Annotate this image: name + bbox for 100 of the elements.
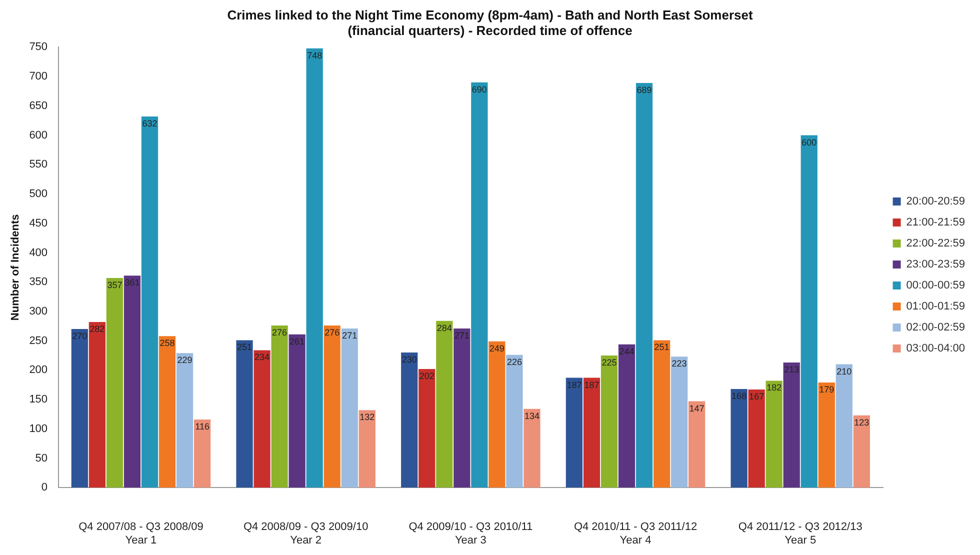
bar — [401, 352, 418, 488]
bar — [506, 354, 523, 488]
bar — [124, 276, 141, 488]
chart-title: Crimes linked to the Night Time Economy (8pm-4am) - Bath and North East Somerset (financial quarters) - Recorded time of offence — [227, 7, 754, 38]
bar — [176, 353, 194, 488]
y-tick-label: 500 — [29, 188, 48, 200]
bar — [271, 326, 288, 488]
data-label: 271 — [342, 330, 358, 340]
data-label: 147 — [689, 403, 704, 414]
data-label: 251 — [654, 342, 670, 352]
bar — [488, 341, 506, 488]
data-label: 244 — [619, 346, 634, 356]
bar — [471, 82, 488, 488]
data-label: 167 — [749, 392, 764, 402]
data-label: 271 — [454, 330, 470, 340]
data-label: 168 — [732, 390, 747, 401]
bar — [853, 415, 870, 488]
bar — [254, 350, 270, 488]
bar — [600, 355, 618, 488]
y-tick-label: 400 — [29, 246, 48, 259]
legend-label: 03:00-04:00 — [906, 342, 965, 355]
y-tick-label: 150 — [29, 394, 48, 406]
y-tick-label: 450 — [29, 217, 48, 230]
legend-label: 21:00-21:59 — [906, 216, 965, 229]
data-label: 230 — [402, 354, 417, 365]
bar — [618, 344, 636, 488]
legend-label: 22:00-22:59 — [906, 238, 965, 250]
bar — [800, 135, 818, 488]
bar — [766, 380, 782, 488]
bar — [566, 378, 583, 488]
bar — [306, 48, 323, 488]
data-label: 284 — [436, 322, 452, 333]
data-label: 213 — [784, 364, 800, 375]
bar — [636, 83, 653, 488]
data-label: 116 — [195, 421, 210, 432]
bar — [418, 368, 436, 488]
y-tick-label: 200 — [29, 364, 48, 376]
data-label: 357 — [107, 280, 122, 290]
y-tick-label: 300 — [29, 305, 48, 318]
x-tick-label: Q4 2009/10 - Q3 2010/11 Year 3 — [408, 521, 533, 546]
legend-label: 20:00-20:59 — [906, 196, 965, 208]
data-label: 261 — [290, 336, 305, 346]
bar — [71, 329, 88, 488]
data-label: 123 — [854, 417, 870, 428]
data-label: 276 — [272, 328, 288, 338]
bar — [106, 278, 124, 488]
data-label: 258 — [160, 338, 175, 348]
data-label: 690 — [472, 84, 487, 94]
bar — [653, 340, 670, 488]
data-label: 179 — [819, 384, 834, 394]
y-tick-label: 0 — [41, 482, 48, 494]
data-label: 251 — [237, 342, 252, 352]
bar — [236, 340, 253, 488]
bar — [454, 328, 470, 488]
x-tick-label: Q4 2010/11 - Q3 2011/12 Year 4 — [574, 521, 698, 546]
y-tick-label: 650 — [29, 100, 48, 112]
bar — [288, 334, 306, 488]
data-label: 249 — [489, 343, 504, 354]
data-label: 210 — [836, 366, 852, 376]
bar — [324, 326, 340, 488]
data-label: 187 — [566, 380, 582, 390]
data-label: 187 — [584, 380, 600, 390]
data-label: 202 — [419, 370, 434, 381]
x-tick-label: Q4 2008/09 - Q3 2009/10 Year 2 — [243, 521, 368, 546]
data-label: 132 — [360, 412, 375, 422]
y-tick-label: 600 — [29, 129, 48, 142]
legend-label: 00:00-00:59 — [906, 280, 965, 292]
data-label: 270 — [72, 331, 88, 342]
y-axis-title: Number of Incidents — [10, 214, 22, 321]
bar — [670, 356, 688, 488]
data-label: 225 — [602, 357, 617, 368]
y-tick-label: 550 — [29, 158, 48, 171]
legend-label: 23:00-23:59 — [906, 258, 965, 271]
bar — [141, 116, 158, 488]
bar — [341, 328, 358, 488]
bar — [730, 388, 748, 488]
data-label: 234 — [254, 352, 270, 362]
legend-label: 02:00-02:59 — [906, 322, 965, 334]
data-label: 361 — [124, 278, 140, 288]
data-label: 282 — [90, 324, 105, 334]
bar — [583, 378, 600, 488]
bar — [783, 362, 800, 488]
bar — [358, 410, 376, 488]
y-tick-label: 350 — [29, 276, 48, 288]
y-tick-label: 250 — [29, 334, 48, 347]
bar — [748, 390, 765, 488]
data-label: 600 — [802, 137, 817, 148]
bar — [688, 401, 706, 488]
legend-label: 01:00-01:59 — [906, 300, 965, 313]
y-tick-label: 750 — [29, 41, 48, 54]
bar — [836, 364, 852, 488]
data-label: 632 — [142, 118, 158, 128]
bar — [158, 336, 176, 488]
bar — [194, 419, 211, 488]
y-tick-label: 100 — [29, 422, 48, 435]
data-label: 134 — [524, 410, 540, 421]
data-label: 182 — [766, 382, 782, 393]
x-tick-label: Q4 2011/12 - Q3 2012/13 Year 5 — [738, 521, 862, 546]
bar — [88, 322, 106, 488]
x-tick-label: Q4 2007/08 - Q3 2008/09 Year 1 — [78, 521, 204, 546]
